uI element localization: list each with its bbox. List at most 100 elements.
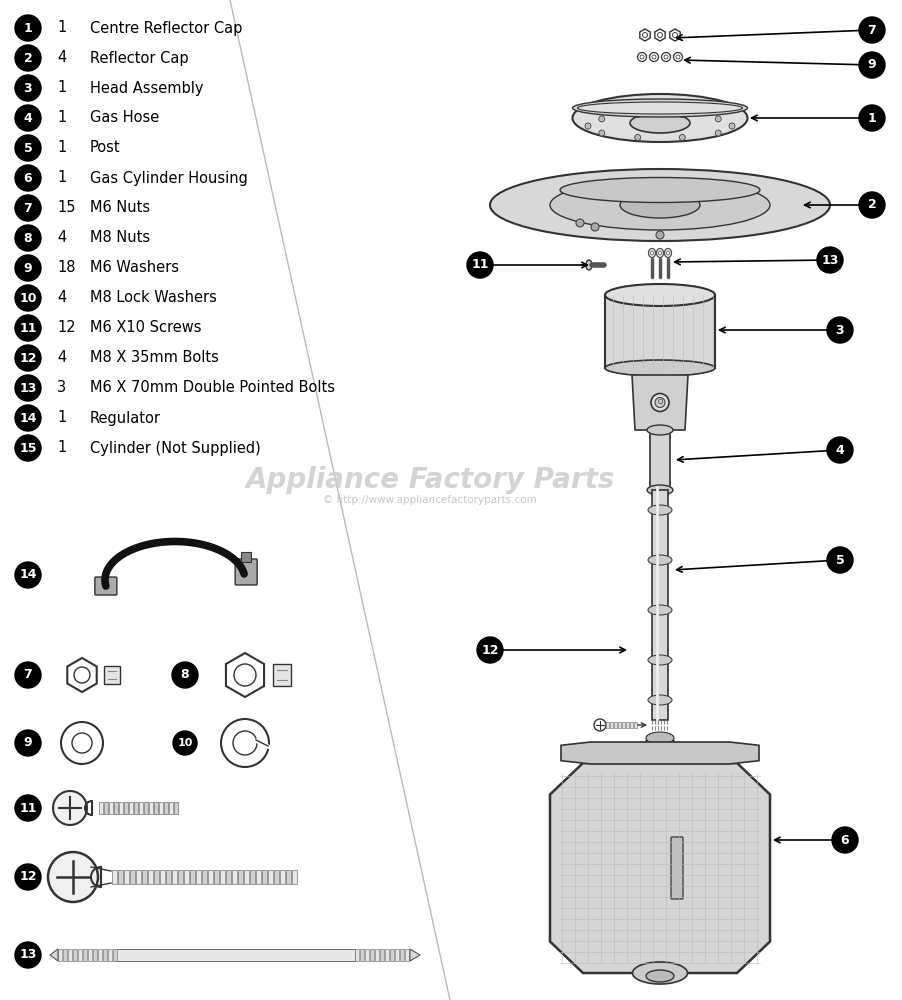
Polygon shape [238,870,243,884]
Ellipse shape [620,192,700,218]
Polygon shape [172,870,177,884]
Polygon shape [115,949,355,961]
Polygon shape [114,802,118,814]
Circle shape [585,123,591,129]
Polygon shape [650,430,670,490]
Text: 4: 4 [23,111,32,124]
Circle shape [729,123,735,129]
Circle shape [651,393,669,412]
Ellipse shape [630,113,690,133]
Text: 3: 3 [835,324,844,336]
Ellipse shape [648,605,672,615]
Polygon shape [274,870,279,884]
Text: 1: 1 [57,20,66,35]
Polygon shape [355,949,359,961]
Polygon shape [256,870,261,884]
Polygon shape [280,870,285,884]
Text: 2: 2 [23,51,32,64]
Circle shape [15,225,41,251]
Circle shape [15,795,41,821]
Text: 1: 1 [57,81,66,96]
Ellipse shape [647,425,673,435]
Ellipse shape [577,102,742,114]
Polygon shape [250,870,255,884]
Circle shape [635,134,640,140]
Circle shape [679,134,686,140]
Circle shape [15,864,41,890]
Polygon shape [139,802,143,814]
Text: 3: 3 [57,380,66,395]
Text: 1: 1 [868,111,877,124]
Polygon shape [410,949,420,961]
Polygon shape [634,722,637,728]
Text: 14: 14 [19,568,37,582]
Polygon shape [292,870,297,884]
Circle shape [715,116,722,122]
Polygon shape [400,949,404,961]
Circle shape [15,75,41,101]
Polygon shape [632,375,688,430]
Text: 1: 1 [57,440,66,456]
Polygon shape [119,802,123,814]
Circle shape [15,15,41,41]
Circle shape [15,375,41,401]
Polygon shape [286,870,291,884]
Text: 12: 12 [482,644,499,656]
Circle shape [48,852,98,902]
Text: 1: 1 [57,170,66,186]
Polygon shape [262,870,267,884]
Text: 2: 2 [868,198,877,212]
Circle shape [859,105,885,131]
Ellipse shape [650,769,670,781]
Text: 7: 7 [23,668,32,682]
Text: 18: 18 [57,260,76,275]
Text: 4: 4 [835,444,844,456]
Polygon shape [78,949,82,961]
Polygon shape [610,722,613,728]
Polygon shape [113,949,117,961]
Polygon shape [190,870,195,884]
Text: 9: 9 [23,736,32,750]
Circle shape [827,547,853,573]
Polygon shape [166,870,171,884]
Text: M8 Lock Washers: M8 Lock Washers [90,290,216,306]
Polygon shape [154,802,158,814]
Text: 1: 1 [57,110,66,125]
Polygon shape [148,870,153,884]
Polygon shape [63,949,67,961]
Circle shape [15,405,41,431]
Polygon shape [380,949,384,961]
Circle shape [635,112,640,118]
Circle shape [859,52,885,78]
Text: 11: 11 [19,802,37,814]
Text: © http://www.appliancefactoryparts.com: © http://www.appliancefactoryparts.com [323,495,537,505]
Text: M6 Washers: M6 Washers [90,260,179,275]
Polygon shape [124,802,128,814]
Polygon shape [605,295,715,368]
Polygon shape [375,949,379,961]
Ellipse shape [573,94,748,142]
Ellipse shape [586,260,592,270]
Ellipse shape [560,178,760,202]
Circle shape [15,165,41,191]
Circle shape [15,345,41,371]
Polygon shape [112,870,117,884]
Circle shape [15,105,41,131]
Polygon shape [208,870,213,884]
Text: 6: 6 [23,172,32,184]
Text: Appliance Factory Parts: Appliance Factory Parts [245,466,614,494]
Polygon shape [268,870,273,884]
Circle shape [591,223,599,231]
Circle shape [173,731,197,755]
Polygon shape [273,664,291,686]
Polygon shape [614,722,617,728]
Text: M6 X10 Screws: M6 X10 Screws [90,320,201,336]
Text: 4: 4 [57,231,66,245]
Polygon shape [129,802,133,814]
Polygon shape [196,870,201,884]
Text: 13: 13 [822,253,839,266]
Polygon shape [154,870,159,884]
Text: O: O [658,399,663,406]
Text: Head Assembly: Head Assembly [90,81,204,96]
Circle shape [859,192,885,218]
